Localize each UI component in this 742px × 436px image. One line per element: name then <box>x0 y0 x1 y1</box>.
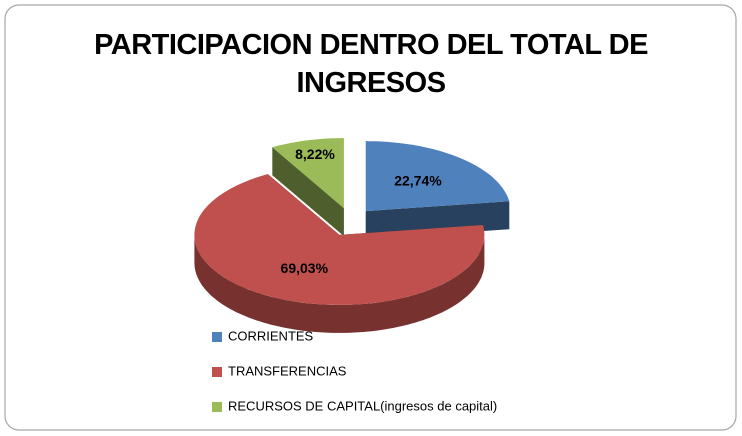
slice-top <box>365 141 510 212</box>
legend-label: CORRIENTES <box>228 328 314 343</box>
data-label: 8,22% <box>295 146 335 162</box>
legend-swatch <box>212 367 222 377</box>
legend-swatch <box>212 332 222 342</box>
legend-swatch <box>212 402 222 412</box>
slice-top <box>194 174 485 305</box>
data-label: 22,74% <box>394 173 442 189</box>
data-label: 69,03% <box>281 260 329 276</box>
slice <box>194 174 485 333</box>
slice <box>272 138 344 237</box>
slice-radial-side <box>272 147 344 237</box>
legend-label: RECURSOS DE CAPITAL(ingresos de capital) <box>228 398 497 413</box>
slice-top <box>272 138 344 209</box>
chart-title: PARTICIPACION DENTRO DEL TOTAL DE INGRES… <box>94 29 648 99</box>
slice-wall <box>194 234 485 333</box>
legend-label: TRANSFERENCIAS <box>228 363 347 378</box>
